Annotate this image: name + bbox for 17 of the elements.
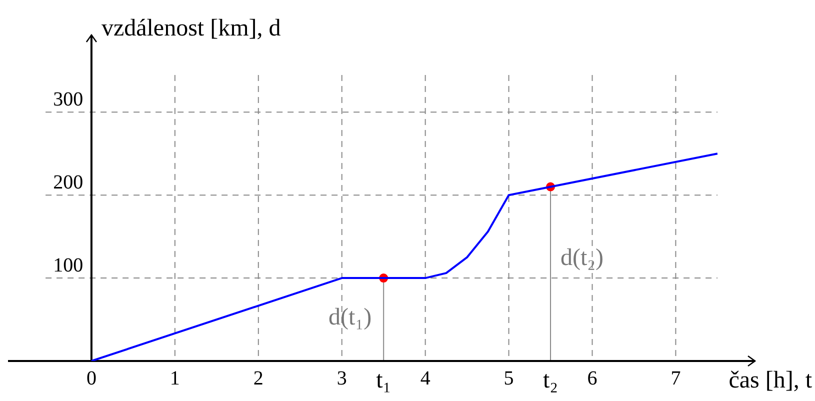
y-tick-label: 100: [53, 254, 84, 276]
annotation: d(t₁): [328, 304, 372, 330]
x-tick-label: 1: [170, 367, 180, 390]
x-tick-label: t₁: [376, 367, 392, 394]
x-axis-title: čas [h], t: [728, 367, 812, 394]
annotation: d(t₂): [560, 245, 604, 272]
y-axis-title: vzdálenost [km], d: [101, 15, 281, 42]
x-tick-label: 3: [336, 367, 347, 390]
x-tick-label: 5: [504, 367, 514, 390]
y-tick-label: 200: [53, 171, 84, 194]
x-tick-label: 4: [420, 367, 430, 390]
x-tick-label: 6: [587, 367, 598, 390]
x-tick-label: 7: [670, 367, 681, 390]
x-tick-label: 2: [253, 367, 264, 390]
x-tick-label: t₂: [542, 367, 558, 394]
y-tick-label: 300: [53, 88, 84, 110]
x-tick-label: 0: [86, 367, 96, 390]
